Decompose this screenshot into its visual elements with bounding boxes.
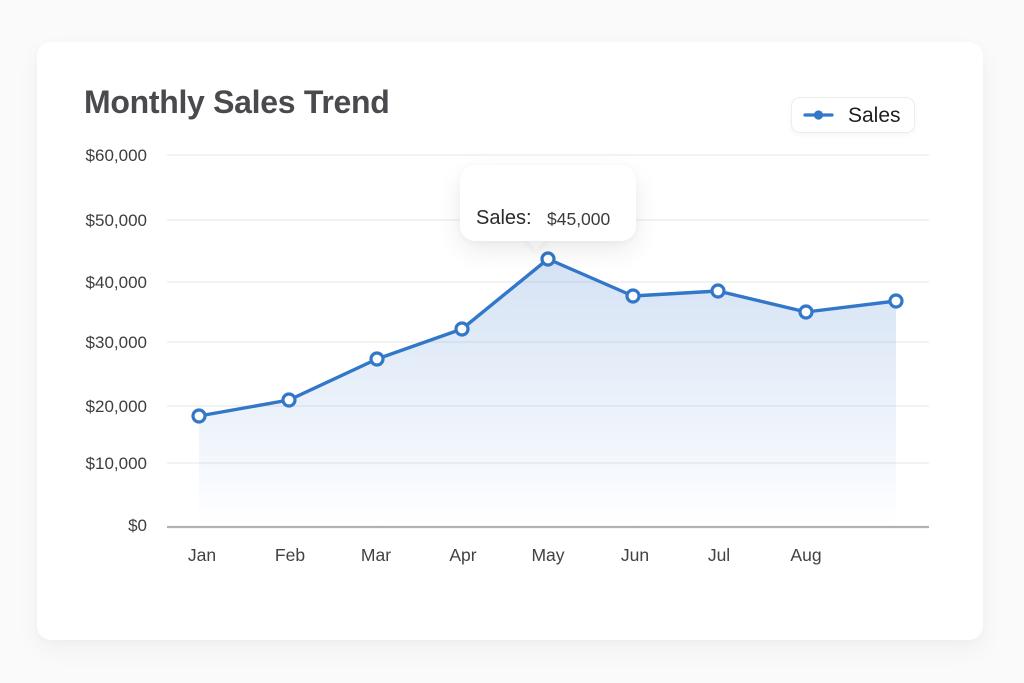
svg-text:Feb: Feb (275, 545, 305, 565)
svg-text:Mar: Mar (361, 545, 391, 565)
svg-text:$0: $0 (128, 516, 147, 535)
svg-text:$40,000: $40,000 (86, 273, 147, 292)
svg-text:$20,000: $20,000 (86, 397, 147, 416)
svg-text:May: May (531, 545, 564, 565)
svg-text:Jan: Jan (188, 545, 216, 565)
svg-text:$60,000: $60,000 (86, 146, 147, 165)
svg-text:$50,000: $50,000 (86, 211, 147, 230)
svg-text:$30,000: $30,000 (86, 333, 147, 352)
svg-text:Jun: Jun (621, 545, 649, 565)
svg-text:Aug: Aug (790, 545, 821, 565)
svg-text:Jul: Jul (708, 545, 730, 565)
svg-text:$10,000: $10,000 (86, 454, 147, 473)
svg-text:Apr: Apr (449, 545, 476, 565)
